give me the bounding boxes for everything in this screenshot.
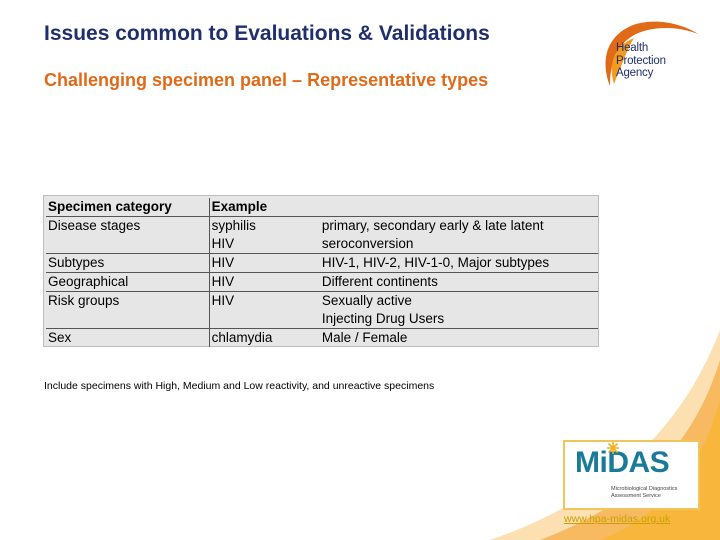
table-cell: Risk groups xyxy=(46,291,210,310)
table-cell: Sex xyxy=(46,328,210,347)
slide-title: Issues common to Evaluations & Validatio… xyxy=(44,22,490,45)
specimen-table: Specimen category Example Disease stages… xyxy=(43,195,599,347)
table-cell: Male / Female xyxy=(319,328,598,347)
table-header-row: Specimen category Example xyxy=(46,198,598,217)
midas-logo-subtitle: Microbiological Diagnostics xyxy=(611,486,678,492)
hpa-logo-line: Protection xyxy=(616,54,666,67)
table-cell: Disease stages xyxy=(46,216,210,235)
table-cell: Subtypes xyxy=(46,253,210,273)
table-cell: HIV xyxy=(209,272,320,292)
table-row: Subtypes HIV HIV-1, HIV-2, HIV-1-0, Majo… xyxy=(46,253,598,273)
star-icon xyxy=(607,442,619,454)
table-cell: chlamydia xyxy=(209,328,320,347)
specimen-note: Include specimens with High, Medium and … xyxy=(44,380,435,392)
footer-url-link[interactable]: www.hpa-midas.org.uk xyxy=(564,513,671,525)
table-cell: syphilis xyxy=(209,216,320,235)
header-cell: Example xyxy=(211,199,268,214)
table-row: Geographical HIV Different continents xyxy=(46,272,598,292)
table-row: Risk groups HIV Sexually active xyxy=(46,291,598,310)
hpa-logo: Health Protection Agency xyxy=(598,16,716,90)
table-cell xyxy=(46,235,210,254)
header-cell: Specimen category xyxy=(46,198,210,217)
table-cell: HIV-1, HIV-2, HIV-1-0, Major subtypes xyxy=(319,253,598,273)
table-row: Sex chlamydia Male / Female xyxy=(46,328,598,347)
midas-logo-word: MiDAS xyxy=(575,446,670,479)
table-cell: Injecting Drug Users xyxy=(321,311,445,326)
table-cell: HIV xyxy=(209,253,320,273)
midas-logo: MiDAS Microbiological Diagnostics Assess… xyxy=(563,440,700,510)
header-cell xyxy=(320,198,598,217)
table-row: Injecting Drug Users xyxy=(46,310,598,329)
midas-logo-subtitle: Assessment Service xyxy=(611,492,661,499)
table-cell xyxy=(46,310,210,329)
table-row: HIV seroconversion xyxy=(46,235,598,254)
hpa-logo-line: Health xyxy=(616,42,649,54)
table-cell: primary, secondary early & late latent xyxy=(319,216,598,235)
table-cell xyxy=(209,310,320,329)
table-cell: Sexually active xyxy=(319,291,598,310)
slide-subtitle: Challenging specimen panel – Representat… xyxy=(44,70,489,90)
table-cell: HIV xyxy=(209,291,320,310)
table-row: Disease stages syphilis primary, seconda… xyxy=(46,216,598,235)
table-cell: Different continents xyxy=(319,272,598,292)
table-cell: Geographical xyxy=(46,272,210,292)
table-cell: seroconversion xyxy=(321,236,414,251)
table-cell: HIV xyxy=(211,236,235,251)
hpa-logo-line: Agency xyxy=(616,67,654,79)
hpa-swoosh-icon xyxy=(605,21,698,86)
